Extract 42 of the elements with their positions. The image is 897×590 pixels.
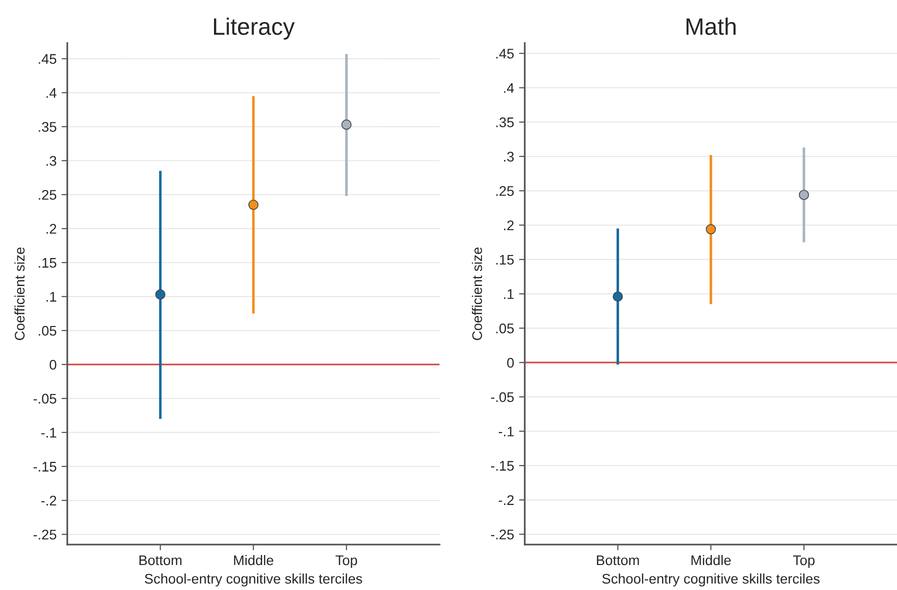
y-tick-label: .4 xyxy=(46,88,56,98)
y-tick-label: -.25 xyxy=(34,530,56,540)
y-tick-label: -.05 xyxy=(34,394,56,404)
y-tick-label: .05 xyxy=(496,324,514,334)
x-tick-label: Top xyxy=(336,555,358,568)
y-tick-label: .45 xyxy=(38,54,56,64)
y-axis-title: Coefficient size xyxy=(14,247,25,340)
x-tick-label: Middle xyxy=(234,554,274,566)
y-tick-label: -.15 xyxy=(34,462,56,472)
y-tick-label: .15 xyxy=(496,254,514,265)
y-tick-label: .3 xyxy=(504,152,514,162)
y-tick-label: .1 xyxy=(46,292,56,302)
y-tick-label: .4 xyxy=(504,83,514,93)
chart-title: Math xyxy=(686,18,736,35)
chart-title: Literacy xyxy=(214,18,295,40)
y-tick-label: -.2 xyxy=(498,495,514,505)
y-tick-label: .1 xyxy=(504,289,514,299)
y-tick-label: -.05 xyxy=(491,392,514,402)
x-axis-title: School-entry cognitive skills terciles xyxy=(602,573,820,586)
y-tick-label: 0 xyxy=(507,358,514,368)
y-tick-label: .35 xyxy=(38,122,56,132)
y-tick-label: .25 xyxy=(38,190,56,200)
y-tick-label: .25 xyxy=(496,186,514,196)
y-tick-label: .45 xyxy=(496,48,514,59)
y-axis-title: Coefficient size xyxy=(472,247,482,340)
x-tick-label: Bottom xyxy=(596,555,639,566)
y-tick-label: .15 xyxy=(38,258,56,268)
x-axis-title: School-entry cognitive skills terciles xyxy=(144,573,362,586)
y-tick-label: -.25 xyxy=(491,530,514,540)
y-tick-label: .2 xyxy=(504,220,514,230)
y-tick-label: -.1 xyxy=(498,426,514,436)
y-tick-label: .05 xyxy=(38,326,56,336)
y-tick-label: .2 xyxy=(46,224,56,234)
x-tick-label: Bottom xyxy=(139,555,182,566)
y-tick-label: .3 xyxy=(46,156,56,166)
x-tick-label: Top xyxy=(793,555,815,568)
y-tick-label: .35 xyxy=(496,117,514,128)
y-tick-label: -.15 xyxy=(491,461,514,471)
x-tick-label: Middle xyxy=(692,554,731,566)
y-tick-label: 0 xyxy=(50,360,56,370)
y-tick-label: -.2 xyxy=(41,496,56,506)
y-tick-label: -.1 xyxy=(41,428,56,438)
